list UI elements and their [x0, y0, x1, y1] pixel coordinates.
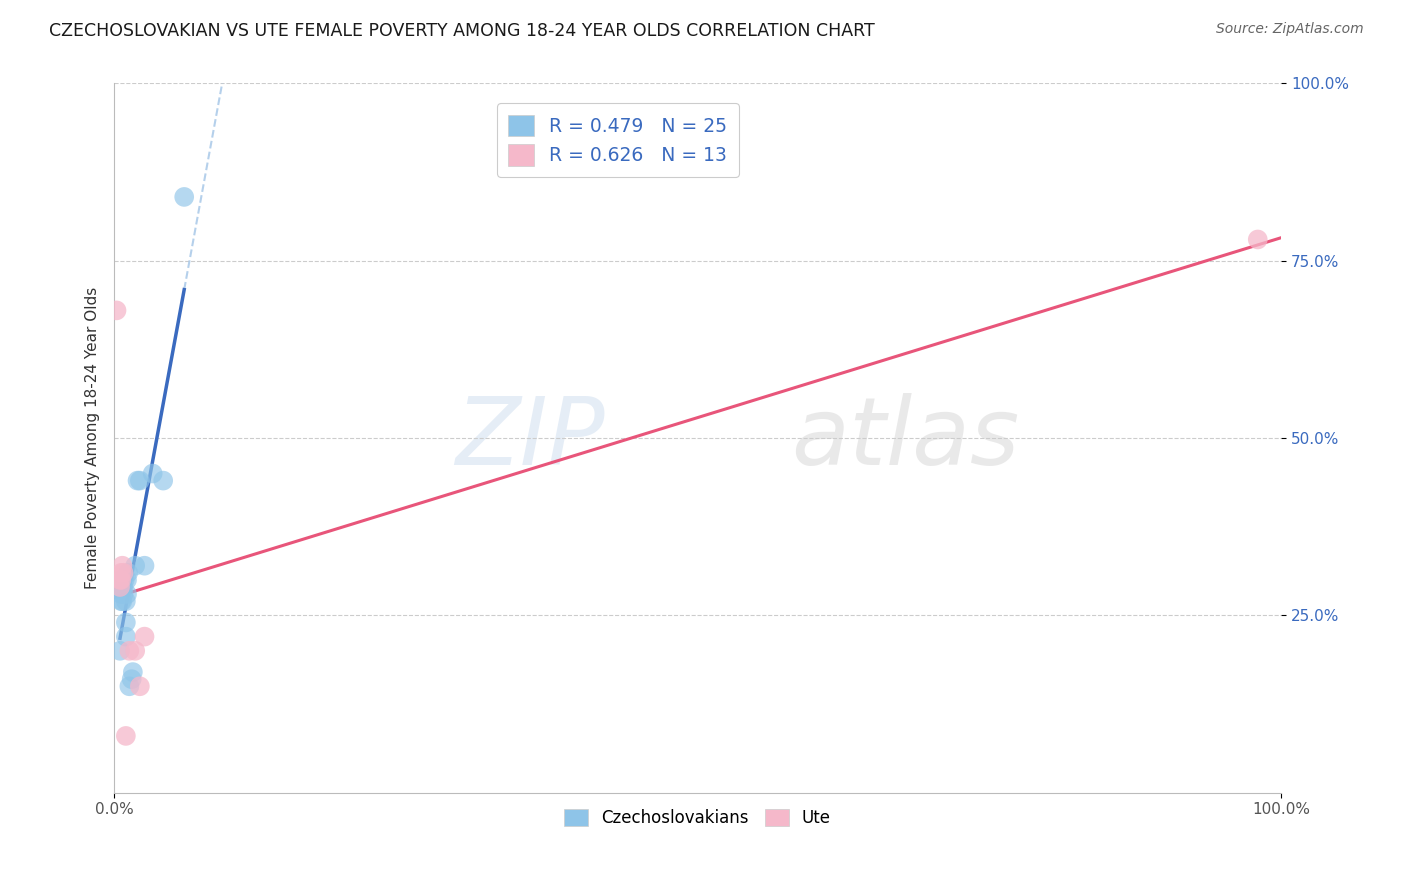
Legend: Czechoslovakians, Ute: Czechoslovakians, Ute: [558, 803, 838, 834]
Point: [111, 573, 134, 587]
Point: [108, 573, 131, 587]
Point: [128, 679, 150, 693]
Point: [121, 665, 143, 679]
Text: ZIP: ZIP: [454, 392, 605, 483]
Point: [110, 594, 132, 608]
Point: [152, 474, 174, 488]
Point: [117, 566, 139, 580]
Point: [110, 566, 132, 580]
Text: CZECHOSLOVAKIAN VS UTE FEMALE POVERTY AMONG 18-24 YEAR OLDS CORRELATION CHART: CZECHOSLOVAKIAN VS UTE FEMALE POVERTY AM…: [49, 22, 875, 40]
Point: [111, 558, 134, 573]
Point: [134, 558, 156, 573]
Point: [118, 644, 141, 658]
Point: [112, 587, 135, 601]
Point: [115, 729, 138, 743]
Point: [111, 580, 134, 594]
Text: atlas: atlas: [792, 392, 1019, 483]
Y-axis label: Female Poverty Among 18-24 Year Olds: Female Poverty Among 18-24 Year Olds: [86, 287, 100, 590]
Point: [124, 644, 146, 658]
Point: [121, 672, 143, 686]
Text: Source: ZipAtlas.com: Source: ZipAtlas.com: [1216, 22, 1364, 37]
Point: [112, 580, 135, 594]
Point: [142, 467, 165, 481]
Point: [108, 644, 131, 658]
Point: [115, 573, 138, 587]
Point: [108, 580, 131, 594]
Point: [110, 587, 132, 601]
Point: [134, 630, 156, 644]
Point: [111, 594, 134, 608]
Point: [112, 566, 135, 580]
Point: [1247, 232, 1270, 246]
Point: [110, 573, 132, 587]
Point: [127, 474, 149, 488]
Point: [124, 558, 146, 573]
Point: [173, 190, 195, 204]
Point: [115, 587, 138, 601]
Point: [118, 679, 141, 693]
Point: [115, 615, 138, 630]
Point: [115, 630, 138, 644]
Point: [105, 303, 128, 318]
Point: [114, 573, 136, 587]
Point: [128, 474, 150, 488]
Point: [115, 594, 138, 608]
